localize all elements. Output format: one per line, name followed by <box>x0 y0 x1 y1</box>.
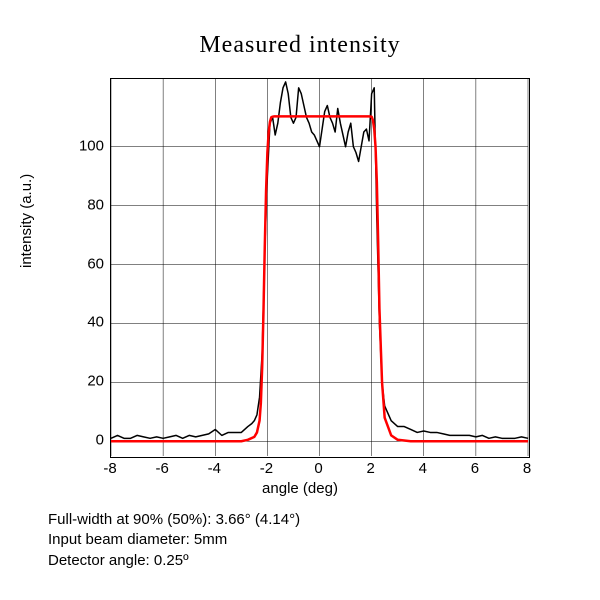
chart-container: Measured intensity intensity (a.u.) angl… <box>0 0 600 600</box>
x-tick: 0 <box>314 460 322 477</box>
y-tick: 0 <box>96 432 104 449</box>
x-tick: -8 <box>103 460 116 477</box>
y-tick: 80 <box>87 196 104 213</box>
chart-title: Measured intensity <box>0 32 600 59</box>
y-tick: 100 <box>79 137 104 154</box>
x-axis-label: angle (deg) <box>0 480 600 497</box>
x-tick: -2 <box>260 460 273 477</box>
annotation-line-1: Full-width at 90% (50%): 3.66° (4.14°) <box>48 510 300 530</box>
annotation-line-3: Detector angle: 0.25º <box>48 551 300 571</box>
y-tick: 40 <box>87 314 104 331</box>
grid-lines <box>111 79 528 456</box>
annotation-block: Full-width at 90% (50%): 3.66° (4.14°) I… <box>48 510 300 571</box>
x-tick: 6 <box>471 460 479 477</box>
y-tick: 60 <box>87 255 104 272</box>
plot-svg <box>111 79 529 457</box>
x-tick: 4 <box>419 460 427 477</box>
plot-area <box>110 78 530 458</box>
x-tick: -6 <box>155 460 168 477</box>
x-tick: 2 <box>366 460 374 477</box>
x-tick: 8 <box>523 460 531 477</box>
annotation-line-2: Input beam diameter: 5mm <box>48 530 300 550</box>
y-axis-label: intensity (a.u.) <box>18 174 35 268</box>
x-tick: -4 <box>208 460 221 477</box>
y-tick: 20 <box>87 373 104 390</box>
